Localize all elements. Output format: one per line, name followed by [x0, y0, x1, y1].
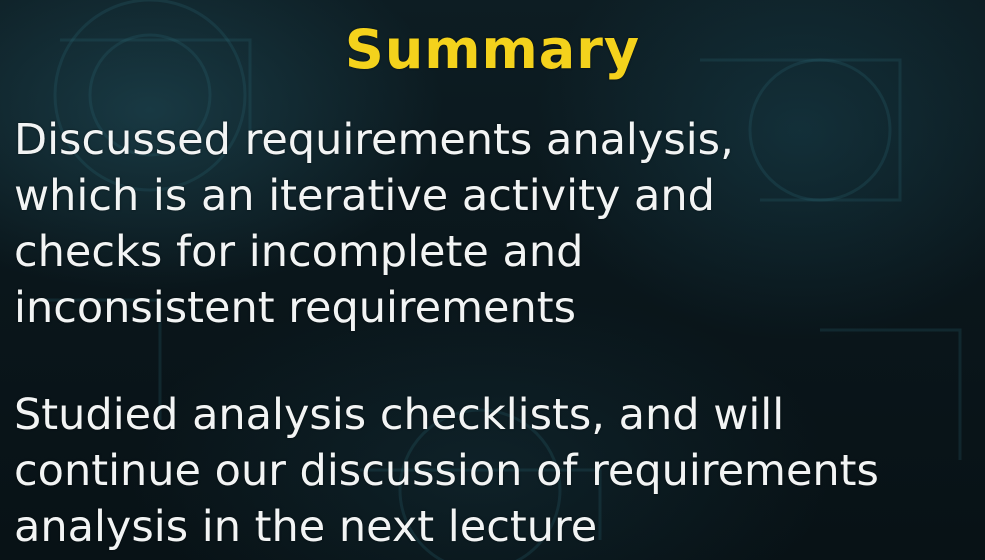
text-line: Studied analysis checklists, and will [14, 390, 785, 440]
summary-point-checklists: Studied analysis checklists, and will co… [14, 387, 979, 555]
slide-title: Summary [344, 18, 641, 81]
text-line: continue our discussion of requirements [14, 446, 879, 496]
text-line: checks for incomplete and [14, 227, 584, 277]
text-line: Discussed requirements analysis, [14, 115, 734, 165]
summary-point-analysis: Discussed requirements analysis, which i… [14, 112, 979, 336]
text-line: which is an iterative activity and [14, 171, 715, 221]
text-line: inconsistent requirements [14, 283, 576, 333]
text-line: analysis in the next lecture [14, 502, 598, 552]
